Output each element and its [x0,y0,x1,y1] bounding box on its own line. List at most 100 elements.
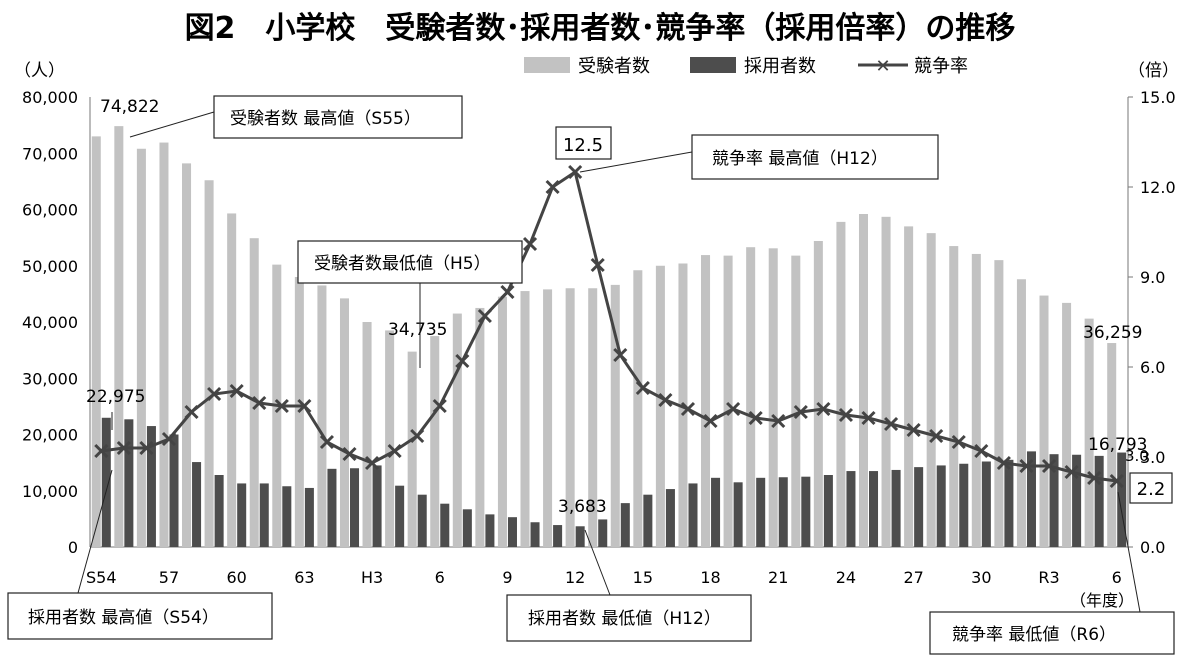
x-tick-label: R3 [1038,568,1059,587]
legend: 受験者数 採用者数 ✕ 競争率 [524,56,968,77]
left-axis-ticks: 0 10,000 20,000 30,000 40,000 50,000 60,000 70,… [22,88,78,557]
callout-text-hires-min: 採用者数 最低値（H12） [528,609,721,629]
rate-last-small-label: 3.0 [1125,447,1149,465]
applicants-bar [204,180,214,547]
right-tick-label: 15.0 [1140,88,1176,107]
x-tick-label: 15 [633,568,653,587]
rate-marker-stroke [771,413,786,429]
hires-bar [801,476,811,547]
applicants-bar [1062,302,1072,547]
hires-bar [1026,451,1036,547]
hires-bar [1049,454,1059,547]
rate-point [94,443,109,459]
rate-point [680,401,696,417]
applicants-bar [791,255,801,547]
rate-point [522,236,538,252]
callout-box-rate-max-value [555,126,612,160]
hires-bar [1004,459,1014,547]
left-tick-label: 0 [68,538,78,557]
hires-bar [620,503,630,547]
hires-bar [959,463,969,547]
rate-marker-stroke [94,443,109,459]
applicants-bar [430,336,440,547]
rate-marker-stroke [929,428,944,444]
rate-marker-stroke [1041,458,1057,474]
applicants-bar [701,255,711,547]
applicants-bar [633,270,643,547]
right-tick-label: 12.0 [1140,178,1176,197]
rate-marker-stroke [500,284,515,300]
hires-bar [869,471,879,547]
hires-bar [372,465,382,547]
callout-line-hires-max-2 [77,469,113,594]
rate-point [771,413,786,429]
legend-label-applicants: 受験者数 [578,56,650,77]
x-tick-label: 6 [435,568,445,587]
x-tick-label: 57 [159,568,179,587]
rate-marker-stroke [726,401,741,417]
rate-point [545,179,560,195]
rate-point [748,410,763,426]
rate-point [816,401,831,417]
rate-point [951,434,966,450]
x-tick-label: 12 [565,568,585,587]
rate-marker-stroke [838,407,853,423]
left-tick-label: 80,000 [22,88,78,107]
hires-max-label: 22,975 [86,387,145,407]
applicants-bar [249,238,259,547]
rate-point [455,353,470,369]
rate-marker-stroke [680,401,696,417]
rate-marker-stroke [951,434,966,450]
rate-marker-stroke [184,404,199,420]
x-tick-label: H3 [361,568,383,587]
hires-bar [192,462,202,547]
rate-marker-stroke [793,404,808,420]
applicants-bar [768,248,778,547]
rate-point [410,428,425,444]
rate-point [658,392,673,408]
bar-series [91,126,1127,547]
rate-marker-stroke [996,455,1011,471]
hires-bar [440,503,450,547]
applicants-bar [971,253,981,547]
applicants-bar [588,288,598,547]
rate-marker-stroke [207,386,222,402]
rate-point [207,386,222,402]
rate-point [1019,458,1034,474]
rate-marker-stroke [1087,470,1102,486]
applicants-bar [91,136,101,547]
hires-bar [553,525,563,547]
left-axis-unit: （人） [14,61,65,81]
hires-bar [733,482,743,547]
rate-marker-stroke [342,446,357,462]
applicants-bar [1039,295,1049,547]
right-axis-unit: （倍） [1128,61,1179,81]
callout-text-rate-min: 競争率 最低値（R6） [952,625,1116,645]
applicants-bar [114,126,124,547]
applicants-bar [723,255,733,547]
rate-marker-stroke [455,353,470,369]
rate-point [703,413,718,429]
applicants-bar [904,226,914,547]
callout-text-applicants-min: 受験者数最低値（H5） [314,254,491,274]
applicants-bar [610,284,620,547]
hires-bar [462,509,472,547]
x-tick-label: 18 [700,568,720,587]
rate-point [139,440,154,456]
rate-point [613,347,628,363]
rate-point [229,383,244,399]
hires-bar [846,471,856,547]
applicants-bar [182,163,192,547]
applicants-bar [407,351,417,547]
rate-marker-stroke [703,413,718,429]
legend-marker-rate: ✕ [875,56,890,77]
rate-point [929,428,944,444]
hires-bar [395,485,405,547]
rate-point [184,404,199,420]
legend-label-rate: 競争率 [914,56,968,77]
applicants-bar [159,142,169,547]
rate-marker-stroke [1064,464,1079,480]
callout-text-rate-max: 競争率 最高値（H12） [712,149,888,169]
callout-line-rate-max [579,151,693,173]
rate-marker-stroke [387,443,402,459]
